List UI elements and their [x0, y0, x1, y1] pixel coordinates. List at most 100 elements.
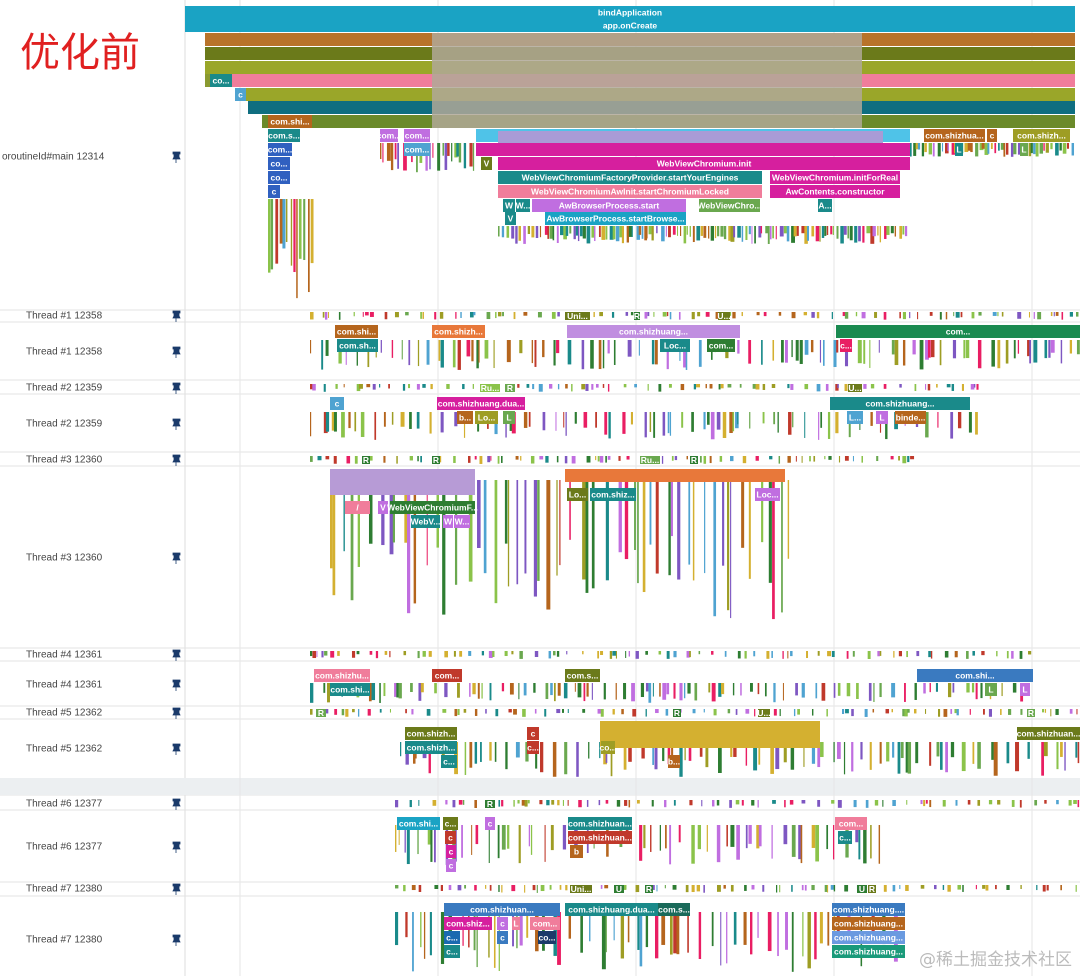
- slice[interactable]: [443, 817, 458, 830]
- slice[interactable]: [335, 325, 378, 338]
- slice[interactable]: [457, 411, 473, 424]
- slice[interactable]: [770, 171, 900, 184]
- slice[interactable]: [345, 501, 370, 514]
- slice[interactable]: [530, 917, 560, 930]
- slice[interactable]: [337, 339, 378, 352]
- slice[interactable]: [497, 931, 508, 944]
- slice[interactable]: [840, 339, 852, 352]
- slice[interactable]: [868, 885, 876, 893]
- slice[interactable]: [446, 845, 456, 858]
- slice[interactable]: [444, 931, 460, 944]
- pin-icon[interactable]: [172, 883, 181, 895]
- slice[interactable]: [645, 885, 653, 893]
- slice[interactable]: [987, 129, 997, 142]
- slice[interactable]: [446, 859, 456, 872]
- slice[interactable]: [512, 917, 520, 930]
- slice[interactable]: [404, 143, 430, 156]
- pin-icon[interactable]: [172, 649, 181, 661]
- slice[interactable]: [527, 727, 539, 740]
- slice[interactable]: [485, 800, 495, 808]
- slice[interactable]: [505, 384, 515, 392]
- slice[interactable]: [658, 903, 690, 916]
- slice[interactable]: [567, 488, 588, 501]
- slice[interactable]: [1020, 143, 1028, 156]
- slice[interactable]: [718, 312, 730, 320]
- pin-icon[interactable]: [172, 346, 181, 358]
- slice[interactable]: [568, 831, 632, 844]
- slice[interactable]: [832, 945, 905, 958]
- slice[interactable]: [390, 501, 475, 514]
- slice[interactable]: [755, 488, 780, 501]
- pin-icon[interactable]: [172, 310, 181, 322]
- slice[interactable]: [235, 88, 246, 101]
- slice[interactable]: [917, 669, 1033, 682]
- slice[interactable]: [475, 411, 498, 424]
- pin-icon[interactable]: [172, 454, 181, 466]
- pin-icon[interactable]: [172, 382, 181, 394]
- slice[interactable]: [185, 19, 1075, 32]
- slice[interactable]: [565, 312, 590, 320]
- slice[interactable]: [955, 143, 963, 156]
- pin-icon[interactable]: [172, 798, 181, 810]
- slice[interactable]: [330, 683, 370, 696]
- slice[interactable]: [330, 397, 344, 410]
- slice[interactable]: [614, 885, 624, 893]
- slice[interactable]: [316, 709, 326, 717]
- slice[interactable]: [268, 143, 292, 156]
- slice[interactable]: [847, 411, 863, 424]
- pin-icon[interactable]: [172, 679, 181, 691]
- slice[interactable]: [830, 397, 970, 410]
- slice[interactable]: [445, 831, 456, 844]
- slice[interactable]: [268, 115, 312, 128]
- slice[interactable]: [668, 755, 680, 768]
- slice[interactable]: [210, 74, 232, 87]
- slice[interactable]: [1020, 683, 1030, 696]
- slice[interactable]: [758, 709, 770, 717]
- slice[interactable]: [505, 212, 516, 225]
- pin-icon[interactable]: [172, 418, 181, 430]
- slice[interactable]: [836, 325, 1080, 338]
- slice[interactable]: [568, 817, 632, 830]
- slice[interactable]: [567, 325, 740, 338]
- slice[interactable]: [770, 185, 900, 198]
- slice[interactable]: [532, 199, 686, 212]
- slice[interactable]: [441, 755, 457, 768]
- slice[interactable]: [673, 709, 681, 717]
- slice[interactable]: [362, 456, 370, 464]
- slice[interactable]: [268, 129, 300, 142]
- slice[interactable]: [432, 669, 462, 682]
- slice[interactable]: [405, 727, 457, 740]
- slice[interactable]: [590, 488, 636, 501]
- slice[interactable]: [832, 917, 905, 930]
- slice[interactable]: [924, 129, 985, 142]
- slice[interactable]: [570, 885, 592, 893]
- slice[interactable]: [527, 741, 539, 754]
- slice[interactable]: [268, 171, 290, 184]
- slice[interactable]: [1017, 727, 1080, 740]
- slice[interactable]: [538, 931, 556, 944]
- slice[interactable]: [185, 6, 1075, 19]
- slice[interactable]: [498, 171, 762, 184]
- slice[interactable]: [444, 945, 460, 958]
- slice[interactable]: [397, 817, 440, 830]
- slice[interactable]: [404, 129, 430, 142]
- slice[interactable]: [498, 157, 910, 170]
- slice[interactable]: [268, 185, 280, 198]
- slice[interactable]: [411, 515, 440, 528]
- slice[interactable]: [405, 741, 457, 754]
- slice[interactable]: [832, 903, 905, 916]
- slice[interactable]: [314, 669, 370, 682]
- slice[interactable]: [601, 741, 615, 754]
- slice[interactable]: [832, 931, 905, 944]
- slice[interactable]: [497, 917, 508, 930]
- slice[interactable]: [1027, 709, 1035, 717]
- slice[interactable]: [985, 683, 997, 696]
- slice[interactable]: [640, 456, 660, 464]
- slice[interactable]: [480, 384, 500, 392]
- pin-icon[interactable]: [172, 552, 181, 564]
- pin-icon[interactable]: [172, 841, 181, 853]
- slice[interactable]: [485, 817, 495, 830]
- slice[interactable]: [1013, 129, 1070, 142]
- slice[interactable]: [444, 903, 560, 916]
- slice[interactable]: [545, 212, 686, 225]
